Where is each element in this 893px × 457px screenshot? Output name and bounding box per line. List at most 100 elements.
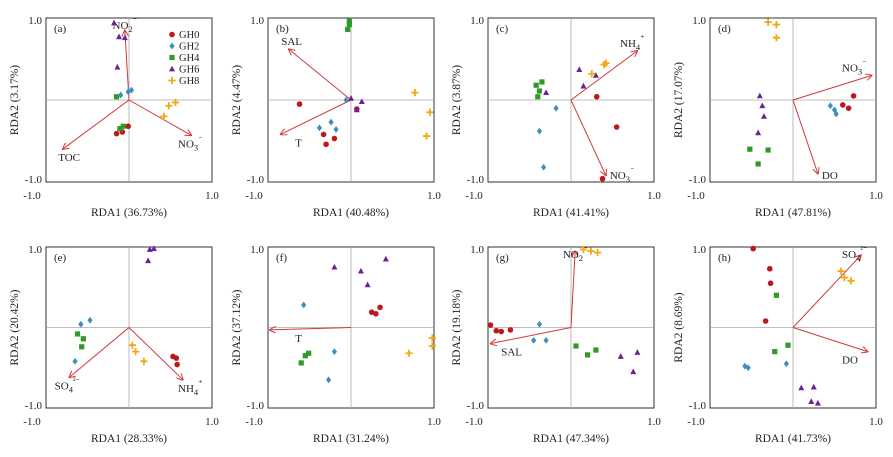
x-tick-label-max: 1.0 bbox=[869, 190, 883, 202]
legend-marker-gh0 bbox=[169, 31, 175, 38]
rda-panel-g: -1.0 1.0 -1.0 1.0 RDA1 (47.34%) RDA2 (19.18%)… bbox=[451, 244, 661, 445]
data-point-gh2 bbox=[742, 362, 748, 370]
rda-panel-a: -1.0 1.0 -1.0 1.0 RDA1 (36.73%) RDA2 (3.17%) (… bbox=[9, 15, 219, 219]
y-axis-label: RDA2 (4.47%) bbox=[231, 65, 243, 135]
x-tick-label-max: 1.0 bbox=[205, 190, 219, 202]
env-vector-label: SO4²⁻ bbox=[842, 244, 867, 263]
y-tick-label-max: 1.0 bbox=[470, 15, 484, 27]
data-point-gh8 bbox=[160, 112, 168, 120]
data-point-gh8 bbox=[422, 132, 431, 140]
env-vector-label: NH4⁺ bbox=[620, 33, 645, 52]
x-tick-label-min: -1.0 bbox=[245, 416, 263, 428]
data-point-gh4 bbox=[536, 88, 543, 94]
data-point-gh4 bbox=[306, 350, 312, 356]
data-point-gh6 bbox=[630, 368, 637, 375]
data-point-gh0 bbox=[850, 93, 857, 99]
env-vector-arrow bbox=[125, 30, 130, 101]
data-point-gh0 bbox=[498, 328, 505, 335]
y-tick-label-min: -1.0 bbox=[25, 174, 43, 186]
data-point-gh0 bbox=[767, 280, 774, 287]
data-point-gh0 bbox=[613, 124, 620, 130]
panel-label: (e) bbox=[54, 252, 67, 264]
y-tick-label-min: -1.0 bbox=[689, 400, 707, 412]
data-point-gh8 bbox=[764, 18, 772, 26]
x-tick-label-min: -1.0 bbox=[245, 190, 263, 202]
data-point-gh8 bbox=[140, 357, 148, 365]
data-point-gh8 bbox=[428, 334, 436, 342]
env-vector-arrow bbox=[792, 255, 861, 328]
x-tick-label-min: -1.0 bbox=[23, 190, 41, 202]
data-point-gh2 bbox=[831, 106, 838, 114]
legend-marker-gh6 bbox=[169, 65, 175, 72]
data-point-gh8 bbox=[171, 98, 180, 107]
env-vector-arrow bbox=[128, 327, 183, 380]
y-tick-label-max: 1.0 bbox=[28, 15, 42, 27]
env-vector-label: SO4²⁻ bbox=[55, 375, 80, 394]
data-point-gh2 bbox=[87, 316, 93, 324]
data-point-gh6 bbox=[145, 257, 152, 264]
data-point-gh2 bbox=[301, 301, 307, 309]
data-point-gh6 bbox=[121, 34, 128, 41]
data-point-gh0 bbox=[493, 327, 500, 334]
y-tick-label-max: 1.0 bbox=[692, 15, 706, 27]
x-axis-label: RDA1 (40.48%) bbox=[313, 207, 389, 219]
x-tick-label-max: 1.0 bbox=[427, 416, 441, 428]
data-point-gh2 bbox=[325, 376, 332, 384]
y-tick-label-min: -1.0 bbox=[467, 174, 485, 186]
data-point-gh4 bbox=[593, 347, 599, 353]
x-axis-label: RDA1 (41.41%) bbox=[533, 207, 609, 219]
panel-label: (f) bbox=[276, 252, 287, 264]
data-point-gh2 bbox=[543, 336, 549, 344]
data-point-gh2 bbox=[328, 118, 334, 126]
legend-label: GH2 bbox=[179, 42, 199, 53]
data-point-gh2 bbox=[125, 88, 131, 96]
data-point-gh4 bbox=[346, 18, 352, 24]
rda-panel-c: -1.0 1.0 -1.0 1.0 RDA1 (41.41%) RDA2 (3.87%) (… bbox=[451, 15, 661, 219]
legend-label: GH0 bbox=[179, 30, 199, 41]
data-point-gh0 bbox=[377, 304, 383, 311]
data-point-gh4 bbox=[298, 360, 304, 366]
panel-label: (b) bbox=[276, 23, 289, 35]
data-point-gh2 bbox=[783, 360, 789, 368]
panel-label: (d) bbox=[718, 23, 731, 35]
data-point-gh4 bbox=[535, 94, 541, 100]
y-tick-label-max: 1.0 bbox=[470, 244, 484, 256]
env-vector-arrow bbox=[570, 251, 575, 328]
data-point-gh2 bbox=[343, 96, 349, 104]
data-point-gh2 bbox=[78, 320, 84, 328]
rda-panel-b: -1.0 1.0 -1.0 1.0 RDA1 (40.48%) RDA2 (4.47%) (… bbox=[231, 15, 441, 219]
data-point-gh8 bbox=[579, 245, 588, 254]
data-point-gh8 bbox=[405, 349, 413, 357]
y-axis-label: RDA2 (3.17%) bbox=[9, 65, 21, 135]
y-axis-label: RDA2 (17.07%) bbox=[673, 62, 685, 138]
data-point-gh6 bbox=[756, 92, 763, 99]
data-point-gh2 bbox=[553, 104, 559, 112]
data-point-gh4 bbox=[539, 79, 545, 85]
data-point-gh8 bbox=[588, 70, 596, 78]
data-point-gh0 bbox=[113, 130, 120, 137]
data-point-gh8 bbox=[411, 89, 419, 97]
data-point-gh2 bbox=[128, 86, 135, 94]
data-point-gh2 bbox=[316, 124, 323, 132]
data-point-gh4 bbox=[585, 352, 591, 358]
data-point-gh4 bbox=[74, 331, 81, 337]
data-point-gh4 bbox=[573, 343, 579, 349]
env-vector-arrow bbox=[570, 99, 606, 175]
data-point-gh0 bbox=[125, 123, 131, 130]
data-point-gh8 bbox=[132, 348, 140, 356]
env-vector-arrow bbox=[792, 99, 818, 174]
data-point-gh6 bbox=[808, 398, 815, 404]
data-point-gh8 bbox=[602, 59, 610, 67]
panel-label: (h) bbox=[718, 252, 731, 264]
x-axis-label: RDA1 (47.81%) bbox=[755, 207, 831, 219]
data-point-gh6 bbox=[814, 399, 821, 406]
y-tick-label-max: 1.0 bbox=[250, 15, 264, 27]
y-tick-label-max: 1.0 bbox=[250, 244, 264, 256]
env-vector-arrow bbox=[63, 99, 130, 149]
data-point-gh4 bbox=[345, 26, 351, 33]
env-vector-arrow bbox=[270, 328, 352, 330]
env-vector-label: TOC bbox=[58, 152, 80, 164]
rda-panel-d: -1.0 1.0 -1.0 1.0 RDA1 (47.81%) RDA2 (17.07%)… bbox=[673, 15, 883, 219]
